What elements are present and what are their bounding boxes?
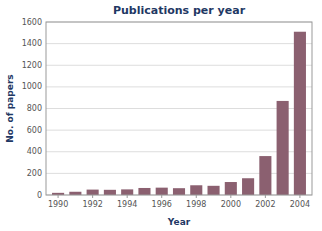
x-tick <box>230 195 231 198</box>
bar <box>138 188 150 195</box>
y-tick-label: 1400 <box>22 39 42 48</box>
y-axis-label: No. of papers <box>5 74 15 142</box>
grid-line <box>46 108 312 109</box>
bar <box>173 188 185 195</box>
y-tick-label: 0 <box>37 191 42 200</box>
bar <box>242 178 254 195</box>
y-tick-label: 800 <box>27 104 42 113</box>
bar <box>277 101 289 195</box>
bar <box>225 182 237 195</box>
y-tick-label: 1000 <box>22 82 42 91</box>
bar <box>87 190 99 195</box>
x-tick-label: 1998 <box>186 200 206 209</box>
x-axis-label: Year <box>167 217 191 227</box>
x-tick-label: 2000 <box>221 200 241 209</box>
grid-line <box>46 151 312 152</box>
y-tick-label: 1600 <box>22 18 42 27</box>
x-tick-label: 1990 <box>48 200 68 209</box>
grid-line <box>46 65 312 66</box>
bar <box>104 190 116 195</box>
grid-line <box>46 173 312 174</box>
x-tick <box>127 195 128 198</box>
bars <box>52 32 306 195</box>
x-tick-label: 1996 <box>152 200 172 209</box>
grid-line <box>46 86 312 87</box>
x-tick-label: 2004 <box>290 200 310 209</box>
grid-line <box>46 43 312 44</box>
bar <box>156 188 168 195</box>
grid-line <box>46 130 312 131</box>
x-tick-label: 1994 <box>117 200 137 209</box>
chart-title: Publications per year <box>113 4 246 17</box>
chart-container: 0 200 400 600 800 1000 1200 1400 1600 1990 1992 199… <box>0 0 322 231</box>
y-tick-label: 400 <box>27 147 42 156</box>
x-tick <box>265 195 266 198</box>
x-tick <box>161 195 162 198</box>
y-grid <box>46 22 312 195</box>
y-tick-label: 1200 <box>22 61 42 70</box>
x-tick <box>58 195 59 198</box>
chart-svg: 0 200 400 600 800 1000 1200 1400 1600 1990 1992 199… <box>0 0 322 231</box>
x-tick <box>299 195 300 198</box>
bar <box>121 189 133 195</box>
bar <box>294 32 306 195</box>
y-tick-label: 200 <box>27 169 42 178</box>
x-tick-label: 2002 <box>255 200 275 209</box>
y-tick-label: 600 <box>27 126 42 135</box>
bar <box>259 156 271 195</box>
bar <box>208 186 220 195</box>
x-tick-label: 1992 <box>82 200 102 209</box>
bar <box>190 185 202 195</box>
x-tick <box>92 195 93 198</box>
x-tick <box>196 195 197 198</box>
plot-frame <box>46 22 312 195</box>
